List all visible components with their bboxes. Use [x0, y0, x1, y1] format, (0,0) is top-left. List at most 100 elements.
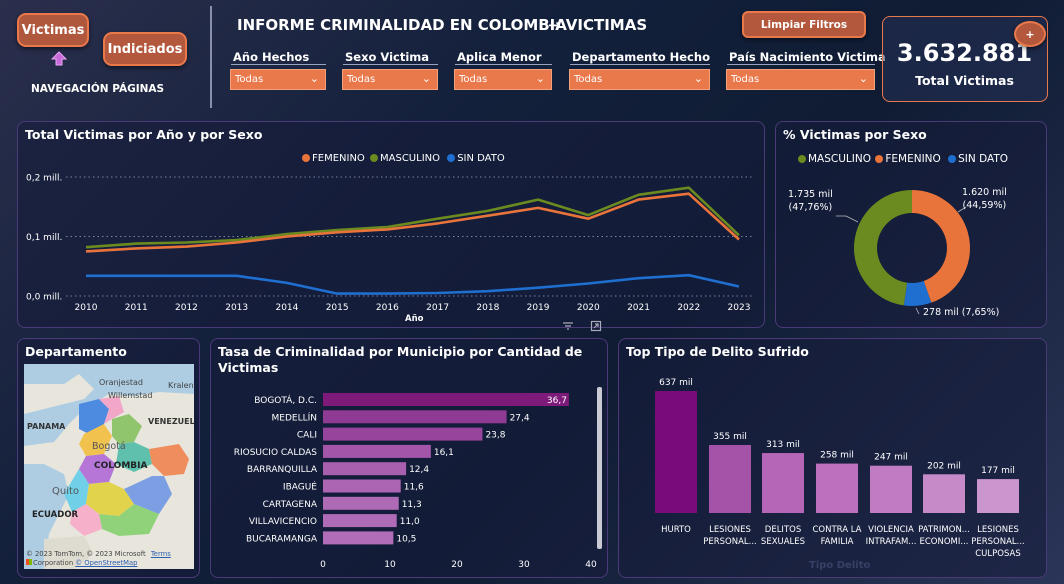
filter-select-country[interactable]: Todas ⌄ — [726, 69, 875, 90]
map-land-svg — [24, 364, 194, 569]
vbar-bar — [870, 465, 912, 513]
legend-label-femenino: FEMENINO — [312, 153, 365, 164]
filter-select-minor[interactable]: Todas ⌄ — [454, 69, 552, 90]
donut-chart-svg — [836, 190, 970, 315]
legend-label-femenino: FEMENINO — [885, 153, 941, 165]
legend-dot-sin-dato — [948, 155, 957, 163]
map-attribution: © 2023 TomTom, © 2023 Microsoft Terms Co… — [26, 550, 171, 568]
filter-underline — [570, 64, 710, 65]
indiciados-nav-button[interactable]: Indiciados — [103, 32, 187, 66]
filter-select-sex[interactable]: Todas ⌄ — [342, 69, 438, 90]
vbar-title: Top Tipo de Delito Sufrido — [626, 344, 809, 359]
header-divider — [210, 6, 212, 108]
donut-title: % Victimas por Sexo — [783, 127, 927, 142]
donut-slice-masculino — [853, 190, 912, 306]
vbar-category-label: ECONOMI... — [920, 537, 969, 547]
legend-dot-sin-dato — [447, 154, 456, 162]
kpi-value: 3.632.881 — [896, 39, 1033, 67]
donut-label-masculino-value: 1.735 mil — [788, 189, 833, 200]
hbar-value-label: 27,4 — [510, 413, 530, 423]
chevron-down-icon: ⌄ — [309, 72, 319, 85]
map-label-ecuador: ECUADOR — [32, 510, 79, 520]
donut-label-masculino-pct: (47,76%) — [788, 202, 833, 213]
chevron-down-icon: ⌄ — [693, 72, 703, 85]
map-canvas[interactable]: Oranjestad Kralen Willemstad PANAMA VENE… — [24, 364, 194, 569]
donut-legend: MASCULINO FEMENINO SIN DATO — [798, 153, 1008, 165]
clear-filters-button[interactable]: Limpiar Filtros — [742, 11, 866, 38]
hbar-value-label: 23,8 — [485, 431, 505, 441]
x-tick-label: 2020 — [577, 303, 600, 313]
filter-select-department[interactable]: Todas ⌄ — [569, 69, 710, 90]
donut-label-femenino-value: 1.620 mil — [962, 187, 1007, 198]
y-tick-label: 0,0 mill. — [26, 293, 62, 303]
hbar-bar — [323, 531, 394, 545]
nav-pages-label: NAVEGACIÓN PÁGINAS — [31, 83, 165, 95]
hbar-title-line2: Victimas — [218, 360, 279, 375]
focus-mode-icon[interactable] — [590, 320, 602, 332]
chevron-down-icon: ⌄ — [535, 72, 545, 85]
hbar-value-label: 16,1 — [434, 448, 454, 458]
vbar-category-label: HURTO — [661, 525, 691, 535]
vbar-bar — [816, 463, 858, 513]
filter-value: Todas — [574, 74, 603, 85]
line-chart-x-title: Año — [405, 314, 424, 324]
victimas-nav-button[interactable]: Victimas — [17, 13, 89, 47]
filter-select-year[interactable]: Todas ⌄ — [230, 69, 326, 90]
filter-label-country: País Nacimiento Victima — [729, 50, 886, 64]
x-tick-label: 2023 — [728, 303, 751, 313]
hbar-x-tick: 0 — [320, 560, 326, 570]
map-label-venezuela: VENEZUELA — [148, 417, 194, 426]
map-terms-link[interactable]: Terms — [150, 550, 171, 558]
map-label-panama: PANAMA — [27, 422, 66, 431]
hbar-category-label: BARRANQUILLA — [247, 465, 318, 475]
vbar-category-label: LESIONES — [709, 525, 751, 535]
x-tick-label: 2010 — [75, 303, 98, 313]
x-tick-label: 2014 — [275, 303, 298, 313]
navigate-arrow-icon[interactable] — [50, 50, 68, 68]
filter-icon[interactable] — [562, 321, 574, 331]
hbar-category-label: BOGOTÁ, D.C. — [254, 394, 317, 406]
x-tick-label: 2015 — [326, 303, 349, 313]
vbar-value-label: 637 mil — [659, 378, 693, 388]
leader-line — [915, 307, 920, 315]
hbar-scrollbar[interactable] — [597, 387, 602, 549]
line-chart-title: Total Victimas por Año y por Sexo — [25, 127, 263, 142]
crime-type-bar-panel: Top Tipo de Delito Sufrido 637 mil HURTO 3… — [618, 338, 1047, 578]
map-osm-link[interactable]: © OpenStreetMap — [75, 559, 138, 567]
hbar-bar — [323, 410, 507, 424]
hbar-title-line1: Tasa de Criminalidad por Municipio por C… — [218, 344, 583, 359]
legend-dot-femenino — [302, 154, 310, 162]
donut-panel: % Victimas por Sexo MASCULINO FEMENINO S… — [775, 121, 1047, 328]
donut-label-femenino: 1.620 mil (44,59%) — [962, 186, 1007, 212]
map-label-willemstad: Willemstad — [108, 391, 153, 400]
vbar-category-label: CONTRA LA — [813, 525, 862, 535]
microsoft-logo-icon — [26, 559, 32, 565]
map-title: Departamento — [25, 344, 127, 359]
vbar-value-label: 247 mil — [874, 453, 908, 463]
hbar-bar — [323, 427, 483, 441]
vbar-bar — [655, 391, 697, 513]
line-chart-svg: 0,2 mill. 0,1 mill. 0,0 mill. 2010 2011 2012 2… — [26, 174, 753, 313]
donut-label-masculino: 1.735 mil (47,76%) — [788, 188, 833, 214]
vbar-category-label: FAMILIA — [821, 537, 854, 547]
kpi-label: Total Victimas — [915, 73, 1014, 88]
x-tick-label: 2013 — [225, 303, 248, 313]
hbar-x-tick: 20 — [451, 560, 463, 570]
filter-value: Todas — [459, 74, 488, 85]
hbar-value-label: 11,3 — [402, 500, 422, 510]
hbar-x-tick: 10 — [384, 560, 396, 570]
hbar-category-label: IBAGUÉ — [283, 481, 317, 493]
filter-underline — [231, 64, 326, 65]
series-line-femenino — [85, 192, 740, 253]
vbar-category-label: INTRAFAM... — [866, 537, 917, 547]
vbar-value-label: 355 mil — [713, 432, 747, 442]
vbar-category-label: PERSONAL... — [971, 537, 1025, 547]
hbar-category-label: BUCARAMANGA — [246, 534, 318, 544]
hbar-x-tick: 30 — [518, 560, 530, 570]
x-tick-label: 2018 — [476, 303, 499, 313]
chevron-down-icon: ⌄ — [421, 72, 431, 85]
report-title: INFORME CRIMINALIDAD EN COLOMBIA — [237, 16, 567, 34]
filter-value: Todas — [347, 74, 376, 85]
kpi-expand-button[interactable]: + — [1014, 21, 1046, 47]
hbar-value-label: 11,0 — [400, 517, 420, 527]
